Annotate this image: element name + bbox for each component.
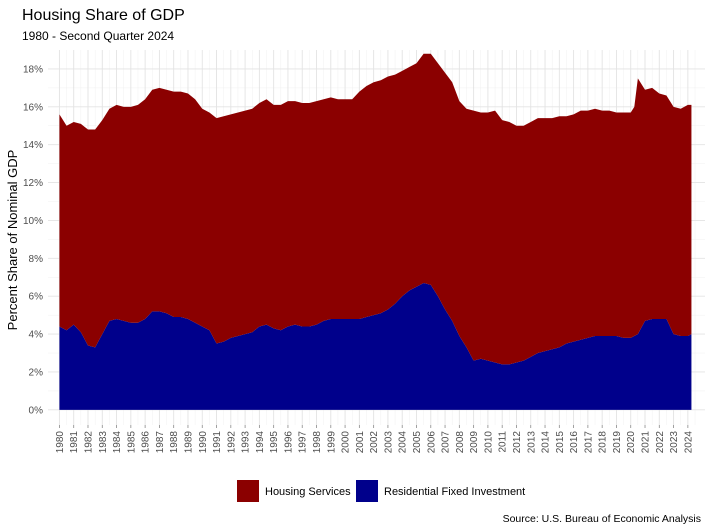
- source-caption: Source: U.S. Bureau of Economic Analysis: [503, 513, 701, 525]
- x-tick-label: 1981: [69, 431, 80, 454]
- x-tick-label: 2015: [555, 431, 566, 454]
- x-tick-label: 1991: [212, 431, 223, 454]
- area-series: [59, 53, 692, 410]
- x-tick-label: 1999: [326, 431, 337, 454]
- x-tick-label: 1985: [126, 431, 137, 454]
- x-tick-label: 2022: [655, 431, 666, 454]
- area-residential-fixed-investment: [59, 282, 692, 410]
- x-tick-label: 2019: [612, 431, 623, 454]
- area-housing-services: [59, 53, 692, 365]
- y-tick-label: 12%: [23, 178, 43, 189]
- legend-swatch-residential-fixed-investment: [356, 480, 378, 502]
- x-tick-label: 2006: [426, 431, 437, 454]
- x-axis-ticks: 1980 1981 1982 1983 1984 1985 1986 1987 1988 1989…: [55, 425, 694, 453]
- x-tick-label: 2024: [683, 431, 694, 454]
- x-tick-label: 2023: [669, 431, 680, 454]
- x-tick-label: 2013: [526, 431, 537, 454]
- x-tick-label: 1992: [226, 431, 237, 454]
- x-tick-label: 2007: [441, 431, 452, 454]
- y-tick-label: 2%: [29, 367, 44, 378]
- x-tick-label: 2003: [383, 431, 394, 454]
- x-tick-label: 1984: [112, 431, 123, 454]
- legend-label-housing-services: Housing Services: [265, 486, 351, 498]
- x-tick-label: 2012: [512, 431, 523, 454]
- x-tick-label: 2010: [483, 431, 494, 454]
- y-axis-label: Percent Share of Nominal GDP: [5, 150, 20, 331]
- x-tick-label: 2011: [498, 431, 509, 453]
- y-axis-ticks: 0% 2% 4% 6% 8% 10% 12% 14% 16% 18%: [23, 64, 43, 416]
- y-tick-label: 8%: [29, 254, 44, 265]
- x-tick-label: 1983: [98, 431, 109, 454]
- legend-swatch-housing-services: [237, 480, 259, 502]
- x-tick-label: 2009: [469, 431, 480, 454]
- x-tick-label: 1988: [169, 431, 180, 454]
- y-tick-label: 4%: [29, 330, 44, 341]
- x-tick-label: 1995: [269, 431, 280, 454]
- y-tick-label: 18%: [23, 64, 43, 75]
- legend-label-residential-fixed-investment: Residential Fixed Investment: [384, 486, 525, 498]
- x-tick-label: 1989: [183, 431, 194, 454]
- x-tick-label: 1996: [283, 431, 294, 454]
- y-tick-label: 0%: [29, 405, 44, 416]
- x-tick-label: 1982: [83, 431, 94, 454]
- x-tick-label: 1994: [255, 431, 266, 454]
- x-tick-label: 1980: [55, 431, 66, 454]
- x-tick-label: 1998: [312, 431, 323, 454]
- y-tick-label: 6%: [29, 292, 44, 303]
- legend: Housing Services Residential Fixed Inves…: [237, 480, 525, 502]
- x-tick-label: 2001: [355, 431, 366, 454]
- y-tick-label: 14%: [23, 140, 43, 151]
- x-tick-label: 2017: [583, 431, 594, 454]
- x-tick-label: 1997: [298, 431, 309, 454]
- x-tick-label: 2000: [341, 431, 352, 454]
- x-tick-label: 2008: [455, 431, 466, 454]
- x-tick-label: 2005: [412, 431, 423, 454]
- x-tick-label: 2002: [369, 431, 380, 454]
- x-tick-label: 2021: [641, 431, 652, 454]
- x-tick-label: 1993: [241, 431, 252, 454]
- x-tick-label: 2014: [541, 431, 552, 454]
- chart-subtitle: 1980 - Second Quarter 2024: [22, 29, 174, 43]
- x-tick-label: 1990: [198, 431, 209, 454]
- x-tick-label: 2016: [569, 431, 580, 454]
- y-tick-label: 16%: [23, 102, 43, 113]
- x-tick-label: 2004: [398, 431, 409, 454]
- x-tick-label: 1986: [141, 431, 152, 454]
- x-tick-label: 2018: [598, 431, 609, 454]
- y-tick-label: 10%: [23, 216, 43, 227]
- x-tick-label: 1987: [155, 431, 166, 454]
- chart-title: Housing Share of GDP: [22, 7, 185, 24]
- x-tick-label: 2020: [626, 431, 637, 454]
